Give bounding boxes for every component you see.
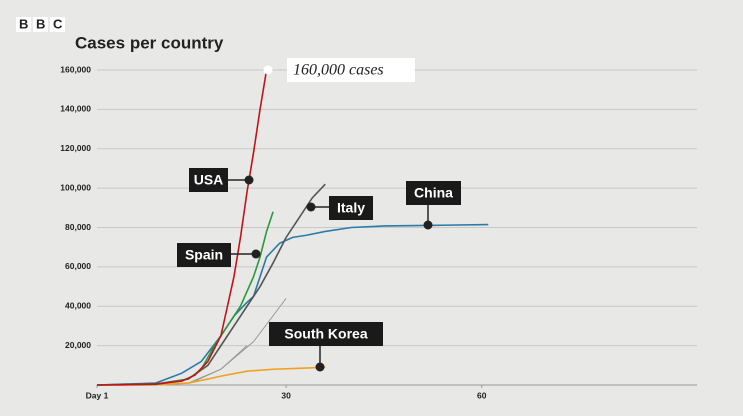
series-label: Italy bbox=[337, 200, 365, 216]
grid: 20,000 40,000 60,000 80,000 100,000 120,000 14… bbox=[60, 64, 697, 400]
label-box bbox=[177, 243, 231, 267]
label-box bbox=[329, 196, 373, 220]
label-box bbox=[406, 181, 461, 205]
y-tick-label: 20,000 bbox=[65, 340, 91, 350]
leader-dot bbox=[251, 249, 261, 259]
x-tick-label: 30 bbox=[281, 390, 291, 400]
series-label: Spain bbox=[185, 247, 223, 263]
x-tick-label: 60 bbox=[477, 390, 487, 400]
annotation-text: 160,000 cases bbox=[293, 62, 384, 79]
series-line bbox=[96, 223, 489, 386]
y-tick-label: 80,000 bbox=[65, 222, 91, 232]
series-label: South Korea bbox=[284, 326, 367, 342]
series-line bbox=[96, 366, 326, 386]
y-tick-label: 40,000 bbox=[65, 301, 91, 311]
logo: BBC bbox=[16, 16, 70, 32]
leader-dot bbox=[306, 202, 316, 212]
series-label: China bbox=[414, 185, 453, 201]
y-tick-label: 60,000 bbox=[65, 261, 91, 271]
logo-box bbox=[16, 17, 31, 32]
series-line bbox=[96, 69, 268, 386]
annotation-dot bbox=[263, 65, 273, 75]
logo-box bbox=[50, 17, 65, 32]
chart-title: Cases per country bbox=[75, 33, 224, 52]
leader-dot bbox=[423, 220, 433, 230]
leader-dot bbox=[244, 175, 254, 185]
y-tick-label: 120,000 bbox=[60, 143, 91, 153]
logo-box bbox=[33, 17, 48, 32]
label-box bbox=[269, 322, 383, 346]
y-tick-label: 160,000 bbox=[60, 64, 91, 74]
annotation-box bbox=[287, 58, 415, 82]
logo-text: BBC bbox=[19, 16, 70, 31]
y-tick-label: 100,000 bbox=[60, 182, 91, 192]
plot-lines bbox=[96, 69, 489, 386]
x-tick-label: Day 1 bbox=[86, 390, 109, 400]
leader-dot bbox=[315, 362, 325, 372]
label-box bbox=[189, 168, 228, 192]
y-tick-label: 140,000 bbox=[60, 104, 91, 114]
series-label: USA bbox=[194, 172, 224, 188]
series-line bbox=[188, 298, 287, 384]
annotations: USA Spain Italy China South Korea 160,000 cas… bbox=[177, 58, 461, 372]
